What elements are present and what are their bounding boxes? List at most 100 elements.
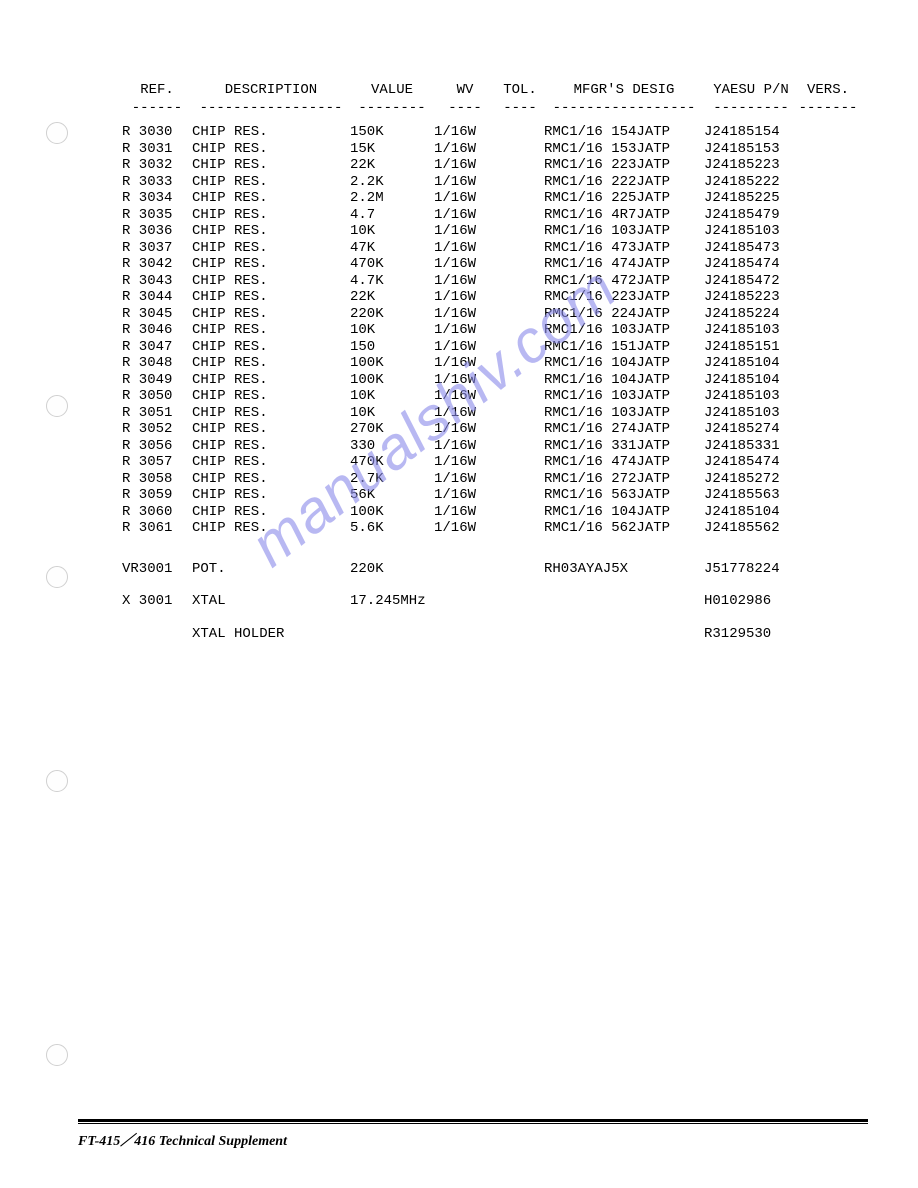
table-row: R 3045CHIP RES.220K1/16WRMC1/16 224JATPJ… (122, 306, 868, 323)
cell-mfgr: RMC1/16 224JATP (544, 306, 704, 323)
cell-pn: J24185223 (704, 289, 798, 306)
cell-vers (798, 372, 858, 389)
binder-hole (46, 1044, 68, 1066)
cell-value: 17.245MHz (350, 593, 434, 610)
cell-value: 220K (350, 306, 434, 323)
cell-ref: R 3057 (122, 454, 192, 471)
cell-mfgr: RMC1/16 103JATP (544, 322, 704, 339)
table-row: R 3057CHIP RES.470K1/16WRMC1/16 474JATPJ… (122, 454, 868, 471)
cell-pn: J24185472 (704, 273, 798, 290)
cell-desc: XTAL (192, 593, 350, 610)
cell-value: 220K (350, 561, 434, 578)
cell-mfgr: RMC1/16 222JATP (544, 174, 704, 191)
cell-pn: J24185224 (704, 306, 798, 323)
cell-mfgr: RMC1/16 473JATP (544, 240, 704, 257)
cell-wv: 1/16W (434, 504, 496, 521)
table-row: R 3060CHIP RES.100K1/16WRMC1/16 104JATPJ… (122, 504, 868, 521)
divider-pn: --------- (704, 100, 798, 116)
cell-tol (496, 487, 544, 504)
cell-tol (496, 626, 544, 643)
cell-wv: 1/16W (434, 438, 496, 455)
cell-pn: J24185274 (704, 421, 798, 438)
cell-wv (434, 561, 496, 578)
cell-vers (798, 561, 858, 578)
cell-pn: J24185225 (704, 190, 798, 207)
cell-tol (496, 322, 544, 339)
cell-wv: 1/16W (434, 306, 496, 323)
table-row: R 3033CHIP RES.2.2K1/16WRMC1/16 222JATPJ… (122, 174, 868, 191)
cell-wv: 1/16W (434, 240, 496, 257)
cell-ref: R 3037 (122, 240, 192, 257)
cell-pn: J24185154 (704, 124, 798, 141)
cell-ref: R 3031 (122, 141, 192, 158)
cell-wv (434, 593, 496, 610)
cell-pn: J24185103 (704, 223, 798, 240)
cell-vers (798, 157, 858, 174)
cell-ref: R 3032 (122, 157, 192, 174)
header-tol: TOL. (496, 82, 544, 98)
table-row: R 3056CHIP RES.3301/16WRMC1/16 331JATPJ2… (122, 438, 868, 455)
cell-value: 100K (350, 504, 434, 521)
header-pn: YAESU P/N (704, 82, 798, 98)
cell-desc: CHIP RES. (192, 405, 350, 422)
cell-vers (798, 174, 858, 191)
cell-desc: CHIP RES. (192, 207, 350, 224)
cell-wv: 1/16W (434, 174, 496, 191)
cell-wv: 1/16W (434, 322, 496, 339)
cell-mfgr: RMC1/16 562JATP (544, 520, 704, 537)
table-row: R 3032CHIP RES.22K1/16WRMC1/16 223JATPJ2… (122, 157, 868, 174)
cell-wv (434, 626, 496, 643)
cell-wv: 1/16W (434, 124, 496, 141)
cell-vers (798, 141, 858, 158)
page-footer: FT-415／416 Technical Supplement (78, 1119, 868, 1150)
cell-ref: R 3042 (122, 256, 192, 273)
cell-tol (496, 454, 544, 471)
cell-ref: R 3048 (122, 355, 192, 372)
divider-desc: ----------------- (192, 100, 350, 116)
table-row: XTAL HOLDERR3129530 (122, 626, 868, 643)
cell-vers (798, 240, 858, 257)
cell-ref: R 3033 (122, 174, 192, 191)
cell-value: 470K (350, 256, 434, 273)
cell-desc: CHIP RES. (192, 388, 350, 405)
cell-ref: R 3058 (122, 471, 192, 488)
cell-tol (496, 157, 544, 174)
cell-desc: XTAL HOLDER (192, 626, 350, 643)
cell-mfgr: RMC1/16 4R7JATP (544, 207, 704, 224)
cell-desc: CHIP RES. (192, 454, 350, 471)
cell-wv: 1/16W (434, 487, 496, 504)
cell-pn: J24185151 (704, 339, 798, 356)
cell-mfgr: RMC1/16 563JATP (544, 487, 704, 504)
cell-tol (496, 141, 544, 158)
cell-vers (798, 593, 858, 610)
table-row: R 3050CHIP RES.10K1/16WRMC1/16 103JATPJ2… (122, 388, 868, 405)
cell-tol (496, 438, 544, 455)
cell-wv: 1/16W (434, 520, 496, 537)
cell-vers (798, 454, 858, 471)
table-row: R 3046CHIP RES.10K1/16WRMC1/16 103JATPJ2… (122, 322, 868, 339)
cell-ref: R 3060 (122, 504, 192, 521)
cell-desc: CHIP RES. (192, 174, 350, 191)
cell-mfgr: RMC1/16 153JATP (544, 141, 704, 158)
cell-tol (496, 593, 544, 610)
cell-tol (496, 504, 544, 521)
cell-mfgr: RH03AYAJ5X (544, 561, 704, 578)
cell-mfgr: RMC1/16 154JATP (544, 124, 704, 141)
header-value: VALUE (350, 82, 434, 98)
cell-value: 5.6K (350, 520, 434, 537)
cell-desc: CHIP RES. (192, 141, 350, 158)
cell-ref: R 3044 (122, 289, 192, 306)
footer-title: FT-415／416 Technical Supplement (78, 1130, 868, 1150)
cell-mfgr: RMC1/16 274JATP (544, 421, 704, 438)
table-row: R 3059CHIP RES.56K1/16WRMC1/16 563JATPJ2… (122, 487, 868, 504)
cell-desc: CHIP RES. (192, 273, 350, 290)
divider-vers: ------- (798, 100, 858, 116)
table-body: R 3030CHIP RES.150K1/16WRMC1/16 154JATPJ… (122, 124, 868, 537)
cell-tol (496, 174, 544, 191)
cell-pn: J24185103 (704, 405, 798, 422)
cell-tol (496, 289, 544, 306)
cell-wv: 1/16W (434, 190, 496, 207)
cell-value: 100K (350, 355, 434, 372)
table-divider: ------ ----------------- -------- ---- -… (122, 100, 868, 116)
cell-vers (798, 355, 858, 372)
